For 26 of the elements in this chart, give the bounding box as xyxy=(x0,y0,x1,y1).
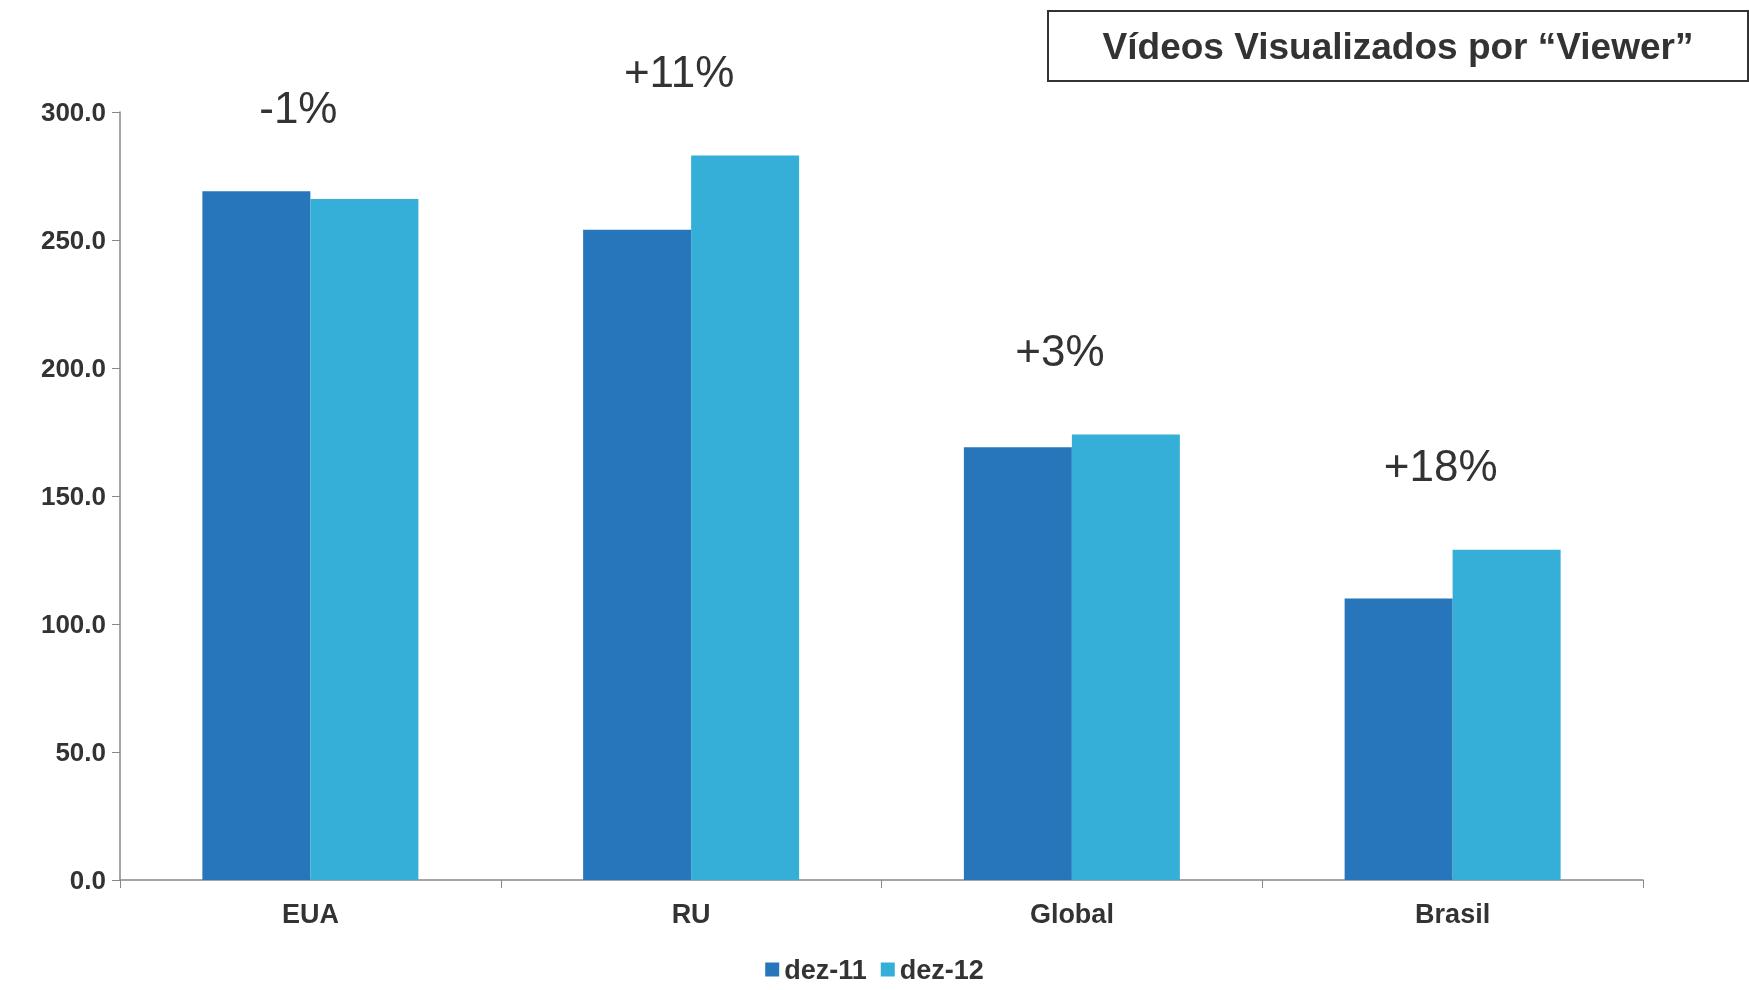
chart-title: Vídeos Visualizados por “Viewer” xyxy=(1102,25,1694,67)
legend-label: dez-11 xyxy=(784,954,867,985)
y-tick-label: 300.0 xyxy=(40,97,106,127)
annotation: +18% xyxy=(1383,441,1498,491)
x-tick-label: Brasil xyxy=(1415,898,1491,929)
y-tick-label: 200.0 xyxy=(40,353,106,383)
bar xyxy=(1452,549,1561,880)
bar xyxy=(691,155,800,880)
x-tick-label: Global xyxy=(1029,898,1114,929)
y-tick-label: 150.0 xyxy=(40,481,106,511)
y-tick-label: 100.0 xyxy=(40,609,106,639)
text: +11% xyxy=(623,47,735,97)
legend-label: dez-12 xyxy=(899,954,984,985)
y-tick-label: 50.0 xyxy=(55,737,106,767)
bar xyxy=(963,447,1072,880)
annotation: +3% xyxy=(1015,326,1105,376)
x-tick-label: RU xyxy=(671,898,711,929)
bar xyxy=(1071,434,1180,880)
y-tick-label: 250.0 xyxy=(40,225,106,255)
bar xyxy=(1344,598,1453,880)
bar xyxy=(583,229,692,880)
y-tick-label: 0.0 xyxy=(69,865,106,895)
annotation: -1% xyxy=(259,82,338,132)
x-tick-label: EUA xyxy=(281,898,339,929)
bar xyxy=(202,191,311,880)
bar xyxy=(310,199,419,880)
